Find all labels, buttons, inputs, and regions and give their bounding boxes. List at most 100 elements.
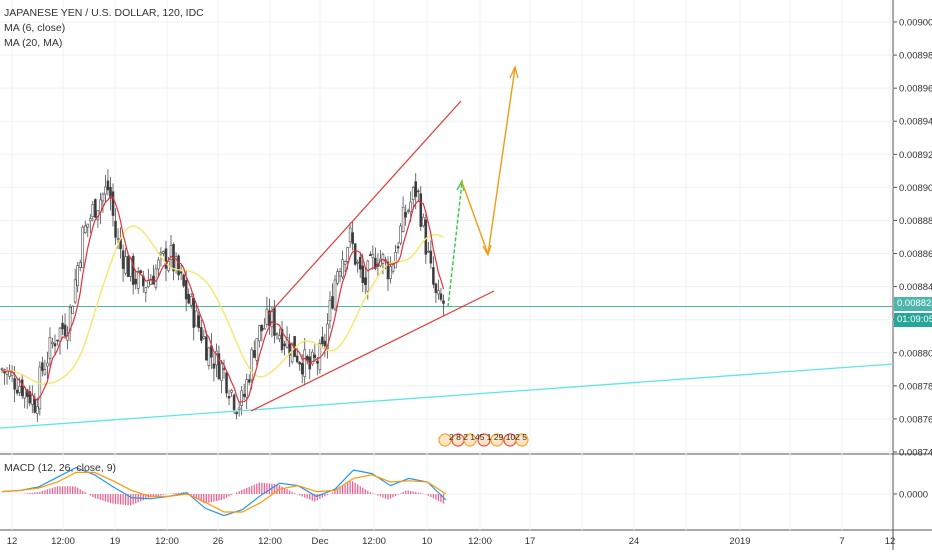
- candle-body: [230, 390, 233, 393]
- candle-body: [56, 339, 59, 342]
- candle-body: [260, 324, 264, 332]
- candle-body: [437, 290, 440, 295]
- candle-body: [331, 296, 334, 309]
- candle-body: [199, 327, 203, 341]
- candle-body: [270, 311, 274, 328]
- candle-body: [38, 366, 42, 410]
- event-marker-icon: [438, 433, 452, 447]
- candle-body: [111, 191, 115, 216]
- macd-legend[interactable]: MACD (12, 26, close, 9): [4, 462, 117, 474]
- x-tick-label: 24: [629, 536, 640, 547]
- candle-body: [53, 343, 57, 347]
- candle-body: [313, 354, 317, 359]
- ma-fast-label[interactable]: MA (6, close): [4, 22, 66, 34]
- candle-body: [109, 186, 112, 199]
- candle-body: [310, 351, 314, 365]
- candle-body: [333, 279, 337, 310]
- x-tick-label: 17: [525, 536, 536, 547]
- candle-body: [131, 255, 135, 285]
- candle-body: [338, 271, 342, 277]
- candle-body: [250, 349, 254, 381]
- projection-up-green: [447, 181, 463, 308]
- candle-body: [278, 335, 281, 340]
- candle-body: [144, 287, 148, 293]
- candle-body: [134, 278, 138, 285]
- macd-line: [1, 466, 447, 517]
- candle-body: [225, 372, 228, 394]
- candle-body: [303, 349, 307, 377]
- candle-body: [61, 322, 64, 330]
- x-tick-label: 7: [839, 536, 844, 547]
- candle-body: [48, 337, 52, 359]
- ma-slow-label[interactable]: MA (20, MA): [4, 37, 63, 49]
- candle-body: [13, 378, 16, 390]
- candle-body: [391, 264, 395, 272]
- candle-body: [207, 347, 211, 366]
- candle-body: [316, 360, 319, 364]
- candle-body: [81, 226, 85, 268]
- candle-body: [439, 293, 443, 300]
- candle-body: [419, 193, 423, 227]
- x-tick-label: Dec: [312, 536, 329, 547]
- orange-arrowhead-down: [482, 244, 492, 257]
- candle-body: [421, 216, 425, 226]
- candle-body: [341, 259, 344, 278]
- candle-body: [283, 343, 286, 347]
- candle-body: [202, 336, 206, 339]
- x-tick-label: 12:00: [155, 536, 179, 547]
- candle-body: [285, 337, 289, 348]
- event-markers: 2 8 2 145 1 29 102 5: [438, 432, 529, 447]
- x-tick-label: 26: [213, 536, 224, 547]
- candle-body: [300, 363, 304, 375]
- candle-body: [177, 255, 180, 276]
- candle-body: [427, 250, 430, 253]
- candle-body: [275, 333, 279, 335]
- candle-body: [192, 297, 196, 328]
- candle-body: [94, 199, 97, 218]
- candle-body: [154, 268, 158, 288]
- candle-body: [328, 299, 332, 322]
- candle-body: [139, 270, 143, 274]
- candle-body: [305, 355, 309, 361]
- candle-body: [298, 361, 301, 365]
- candle-body: [386, 261, 390, 280]
- channel-resistance-line: [267, 100, 462, 316]
- candle-body: [76, 265, 79, 287]
- candle-body: [429, 250, 433, 264]
- candle-body: [106, 180, 110, 191]
- candle-body: [280, 328, 284, 351]
- x-tick-label: 12: [885, 536, 896, 547]
- long-term-trendline: [0, 363, 894, 429]
- candle-body: [235, 411, 238, 415]
- chart-legend: JAPANESE YEN / U.S. DOLLAR, 120, IDC MA …: [4, 6, 204, 51]
- candle-body: [157, 259, 160, 270]
- candle-body: [232, 394, 236, 411]
- x-tick-label: 10: [422, 536, 433, 547]
- candle-body: [409, 201, 412, 213]
- x-tick-label: 19: [110, 536, 121, 547]
- candle-body: [205, 336, 208, 361]
- candle-body: [104, 186, 107, 195]
- candle-body: [252, 350, 256, 358]
- candle-body: [159, 251, 163, 255]
- symbol-title[interactable]: JAPANESE YEN / U.S. DOLLAR, 120, IDC: [4, 7, 204, 19]
- candle-body: [414, 181, 418, 197]
- ma-slow-line: [1, 225, 444, 385]
- candle-body: [326, 323, 329, 350]
- candle-body: [179, 271, 183, 274]
- candle-body: [366, 260, 370, 292]
- candle-body: [121, 250, 125, 269]
- candle-body: [323, 340, 327, 347]
- candle-body: [51, 341, 54, 344]
- candle-body: [126, 256, 130, 277]
- candle-body: [197, 315, 201, 329]
